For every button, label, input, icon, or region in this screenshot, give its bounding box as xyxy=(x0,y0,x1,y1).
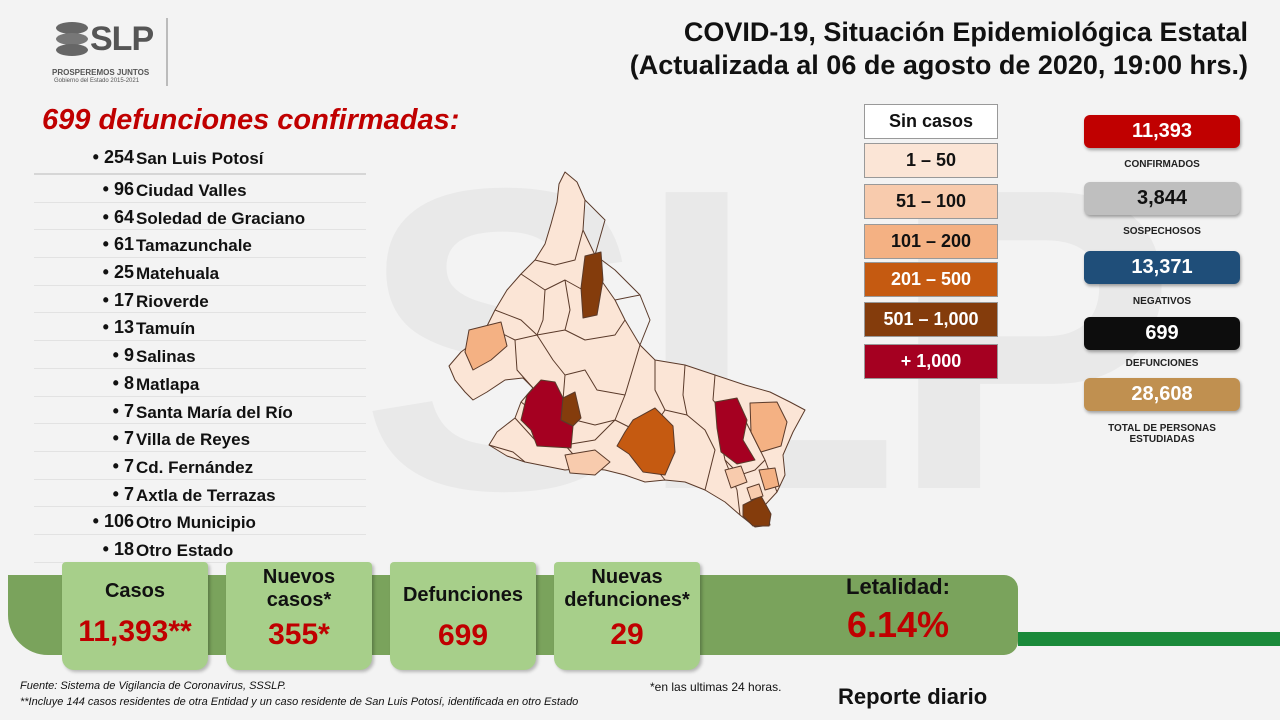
deaths-heading: 699 defunciones confirmadas: xyxy=(42,104,459,137)
card-defunciones: Defunciones 699 xyxy=(390,562,536,670)
municipality-row: • 7 Santa María del Río xyxy=(34,397,366,425)
legend-item: Sin casos xyxy=(864,104,998,139)
municipality-row: • 17 Rioverde xyxy=(34,286,366,314)
footer-source: Fuente: Sistema de Vigilancia de Coronav… xyxy=(20,680,286,692)
municipality-row: • 106 Otro Municipio xyxy=(34,507,366,535)
municipality-row: • 13 Tamuín xyxy=(34,313,366,341)
municipality-name: Tamazunchale xyxy=(136,236,252,256)
legend-item: 51 – 100 xyxy=(864,184,998,219)
card-nuevas-defunciones-label: Nuevas defunciones* xyxy=(554,566,700,612)
municipality-death-count: • 7 xyxy=(113,401,134,422)
title-line-2: (Actualizada al 06 de agosto de 2020, 19… xyxy=(630,49,1248,82)
stat-value: 28,608 xyxy=(1084,378,1240,411)
municipality-death-count: • 18 xyxy=(103,539,134,560)
logo-slogan: PROSPEREMOS JUNTOS xyxy=(52,68,149,77)
logo-mark-icon xyxy=(54,20,90,58)
state-choropleth-map xyxy=(425,170,815,530)
municipality-name: Otro Municipio xyxy=(136,513,256,533)
municipality-row: • 18 Otro Estado xyxy=(34,535,366,563)
stat-value: 699 xyxy=(1084,317,1240,350)
municipality-name: Matlapa xyxy=(136,375,199,395)
municipality-death-count: • 96 xyxy=(103,179,134,200)
card-casos-value: 11,393** xyxy=(62,615,208,649)
municipality-name: Tamuín xyxy=(136,319,195,339)
stat-value: 11,393 xyxy=(1084,115,1240,148)
card-letalidad: Letalidad: 6.14% xyxy=(780,574,1016,654)
legend-item: 501 – 1,000 xyxy=(864,302,998,337)
municipality-row: • 8 Matlapa xyxy=(34,369,366,397)
legend-item: 1 – 50 xyxy=(864,143,998,178)
logo-text: SLP xyxy=(90,20,153,59)
municipality-row: • 96 Ciudad Valles xyxy=(34,175,366,203)
legend-item: 101 – 200 xyxy=(864,224,998,259)
stat-label: CONFIRMADOS xyxy=(1084,159,1240,170)
stat-label: DEFUNCIONES xyxy=(1084,358,1240,369)
municipality-name: San Luis Potosí xyxy=(136,149,264,169)
stat-value: 3,844 xyxy=(1084,182,1240,215)
stat-value: 13,371 xyxy=(1084,251,1240,284)
municipality-row: • 9 Salinas xyxy=(34,341,366,369)
municipality-row: • 64 Soledad de Graciano xyxy=(34,203,366,231)
card-letalidad-value: 6.14% xyxy=(780,604,1016,646)
municipality-row: • 7 Cd. Fernández xyxy=(34,452,366,480)
card-nuevos-casos-label: Nuevos casos* xyxy=(226,566,372,612)
title-line-1: COVID-19, Situación Epidemiológica Estat… xyxy=(630,16,1248,49)
municipality-death-count: • 13 xyxy=(103,317,134,338)
card-nuevas-defunciones-value: 29 xyxy=(554,618,700,652)
card-letalidad-label: Letalidad: xyxy=(780,574,1016,600)
card-defunciones-value: 699 xyxy=(390,619,536,653)
municipality-name: Matehuala xyxy=(136,264,219,284)
municipality-death-count: • 25 xyxy=(103,262,134,283)
stat-label: SOSPECHOSOS xyxy=(1084,226,1240,237)
card-nuevas-defunciones: Nuevas defunciones* 29 xyxy=(554,562,700,670)
card-nuevos-casos-value: 355* xyxy=(226,618,372,652)
legend-item: 201 – 500 xyxy=(864,262,998,297)
government-logo: SLP PROSPEREMOS JUNTOS Gobierno del Esta… xyxy=(50,14,170,84)
municipality-row: • 25 Matehuala xyxy=(34,258,366,286)
municipality-row: • 7 Axtla de Terrazas xyxy=(34,480,366,508)
municipality-death-count: • 254 xyxy=(93,147,134,168)
summary-band-stripe xyxy=(1018,632,1280,646)
municipality-death-count: • 7 xyxy=(113,484,134,505)
logo-divider xyxy=(166,18,168,86)
legend-item: + 1,000 xyxy=(864,344,998,379)
stat-label: NEGATIVOS xyxy=(1084,296,1240,307)
municipality-name: Villa de Reyes xyxy=(136,430,250,450)
municipality-death-count: • 9 xyxy=(113,345,134,366)
page-title: COVID-19, Situación Epidemiológica Estat… xyxy=(630,16,1248,82)
footer-note: **Incluye 144 casos residentes de otra E… xyxy=(20,696,578,708)
footer-asterisk-note: *en las ultimas 24 horas. xyxy=(650,680,781,694)
logo-government: Gobierno del Estado 2015-2021 xyxy=(54,78,139,84)
municipality-deaths-table: • 254 San Luis Potosí • 96 Ciudad Valles • 6… xyxy=(34,143,366,563)
municipality-name: Ciudad Valles xyxy=(136,181,247,201)
municipality-death-count: • 61 xyxy=(103,234,134,255)
municipality-death-count: • 7 xyxy=(113,456,134,477)
report-label: Reporte diario xyxy=(838,684,987,710)
municipality-name: Cd. Fernández xyxy=(136,458,253,478)
card-casos-label: Casos xyxy=(62,580,208,603)
municipality-name: Otro Estado xyxy=(136,541,233,561)
stat-label: TOTAL DE PERSONAS ESTUDIADAS xyxy=(1084,423,1240,445)
municipality-row: • 7 Villa de Reyes xyxy=(34,424,366,452)
card-nuevos-casos: Nuevos casos* 355* xyxy=(226,562,372,670)
municipality-death-count: • 106 xyxy=(93,511,134,532)
municipality-name: Soledad de Graciano xyxy=(136,209,305,229)
municipality-death-count: • 8 xyxy=(113,373,134,394)
card-defunciones-label: Defunciones xyxy=(390,584,536,607)
municipality-name: Rioverde xyxy=(136,292,209,312)
municipality-row: • 254 San Luis Potosí xyxy=(34,143,366,175)
municipality-death-count: • 64 xyxy=(103,207,134,228)
municipality-row: • 61 Tamazunchale xyxy=(34,230,366,258)
municipality-name: Salinas xyxy=(136,347,196,367)
municipality-name: Santa María del Río xyxy=(136,403,293,423)
municipality-death-count: • 17 xyxy=(103,290,134,311)
municipality-name: Axtla de Terrazas xyxy=(136,486,276,506)
card-casos: Casos 11,393** xyxy=(62,562,208,670)
municipality-death-count: • 7 xyxy=(113,428,134,449)
